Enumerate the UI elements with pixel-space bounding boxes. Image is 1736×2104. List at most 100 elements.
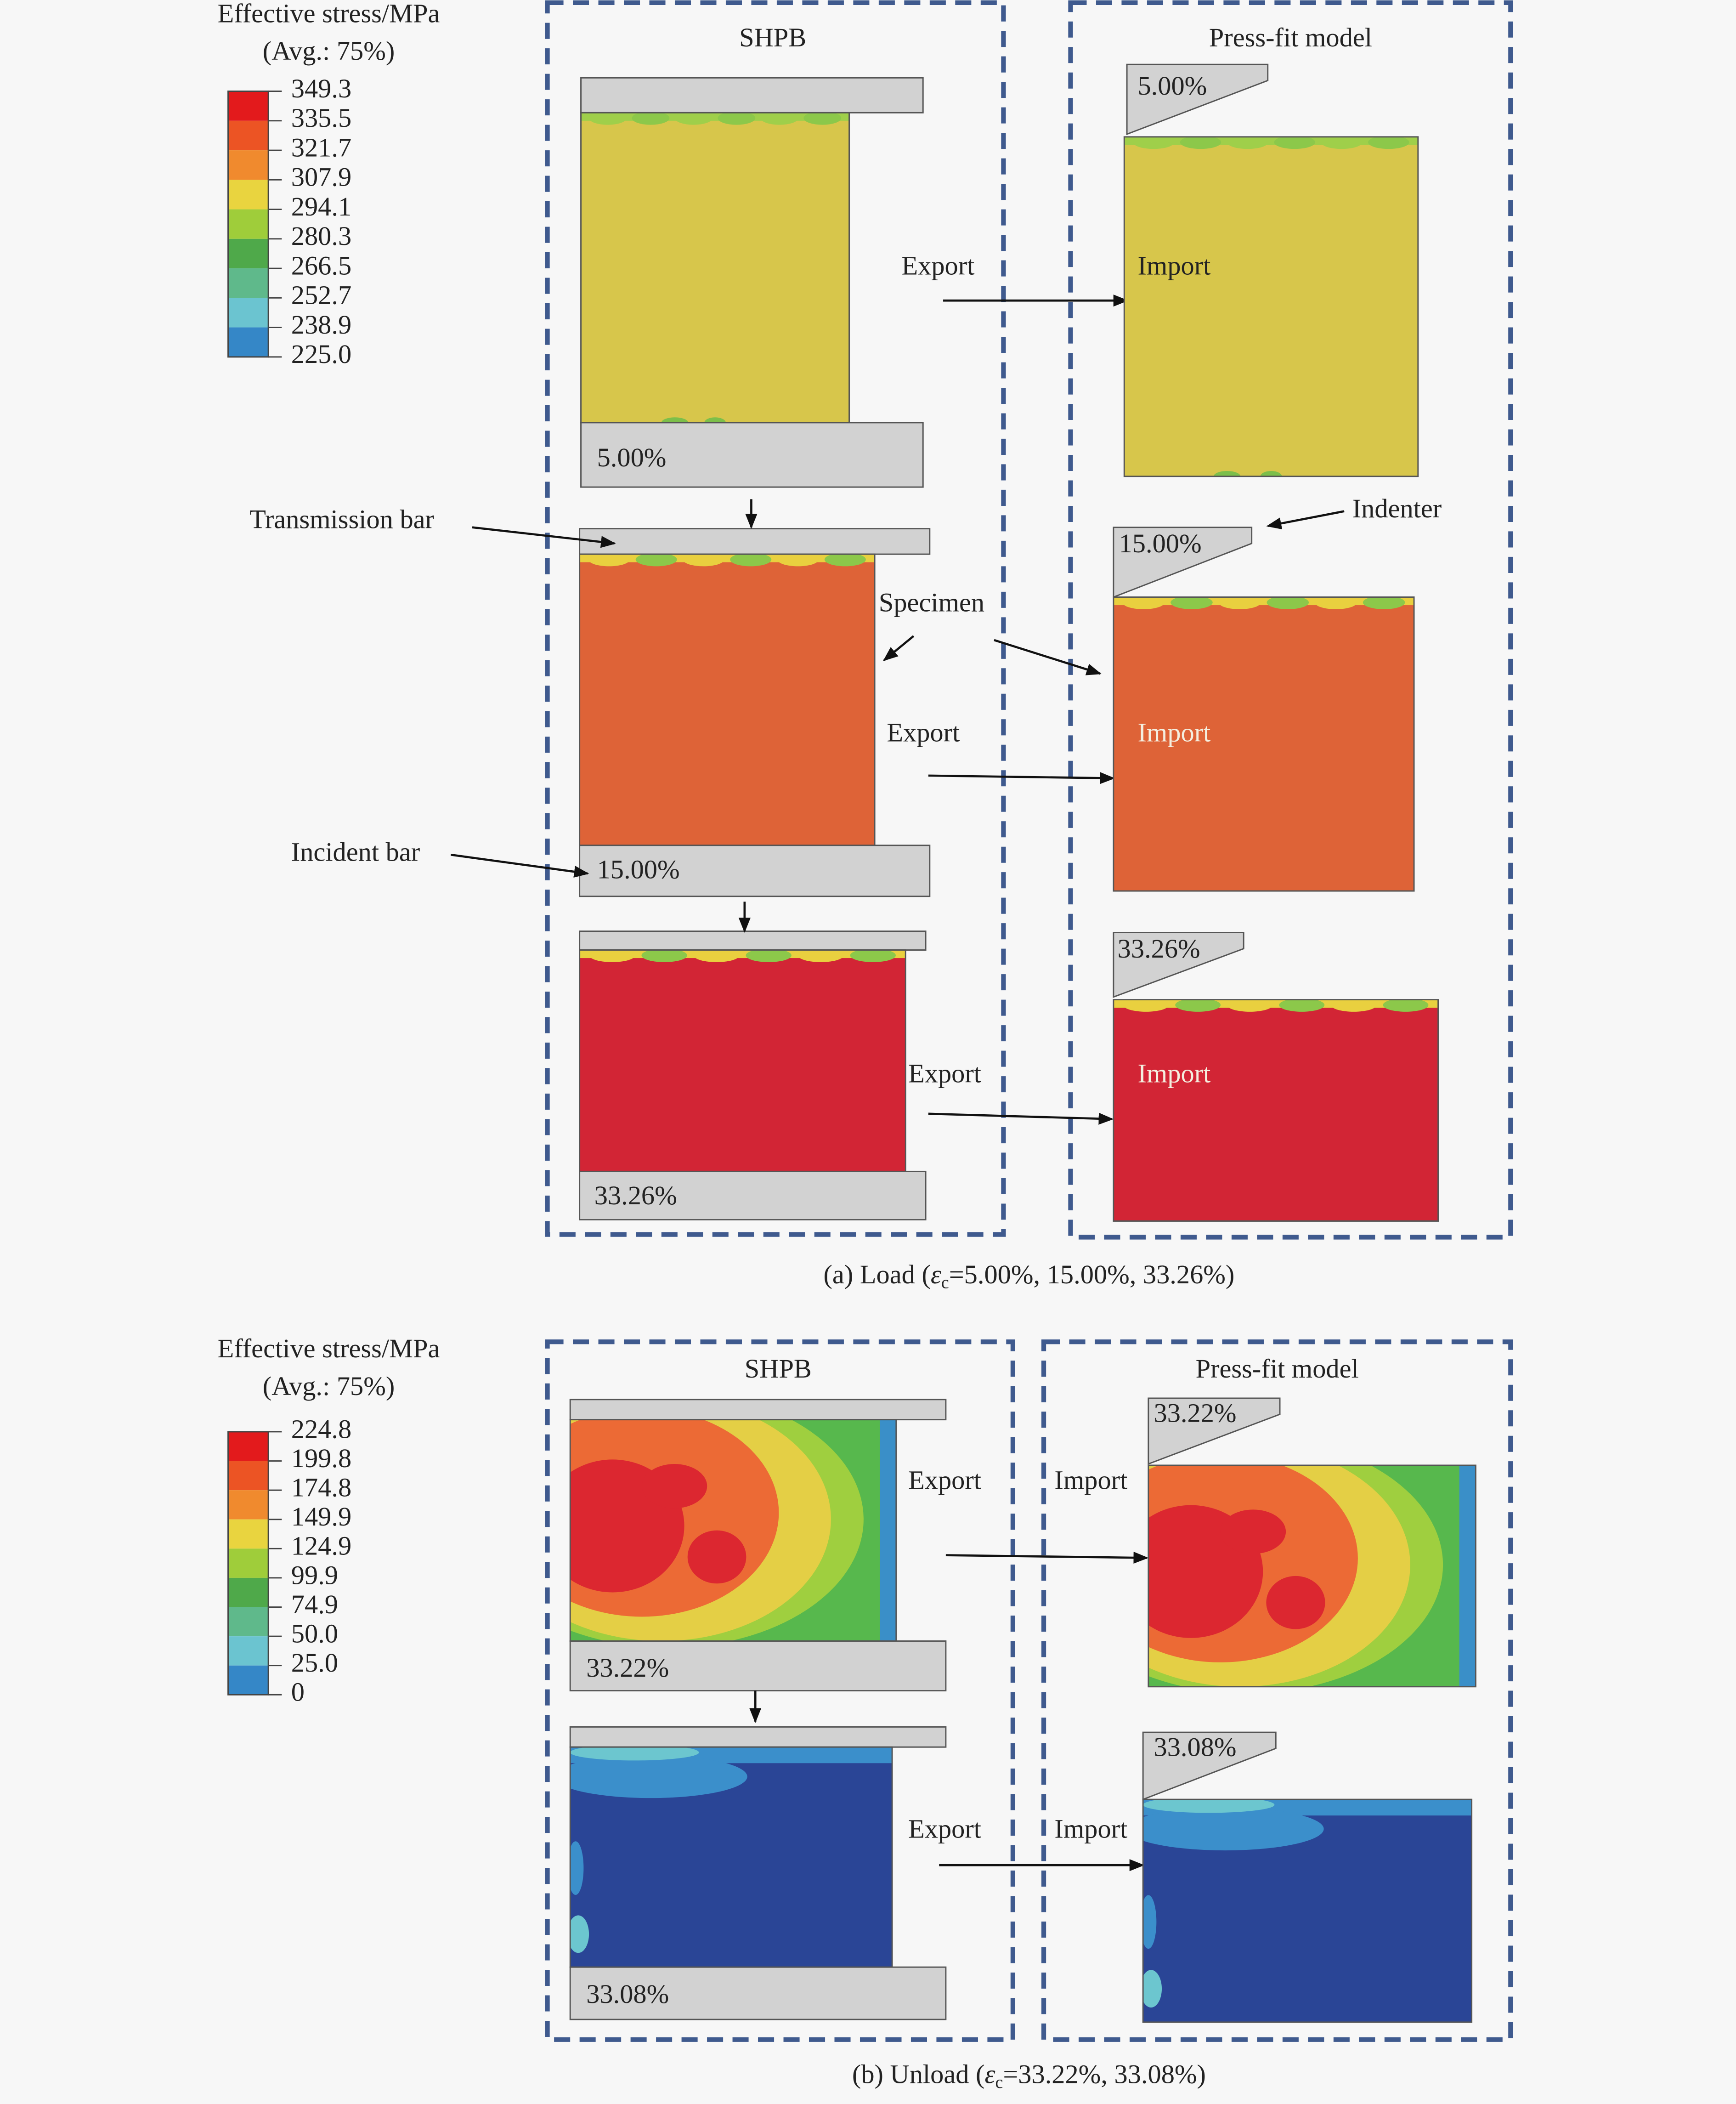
arrow — [883, 635, 915, 661]
stress-region — [1171, 597, 1213, 609]
arrow — [472, 526, 616, 548]
legend-label: 321.7 — [291, 132, 351, 162]
legend-swatch — [228, 1577, 269, 1607]
stress-region — [1122, 597, 1165, 609]
legend-swatch — [228, 1519, 269, 1549]
arrow — [945, 1551, 1149, 1564]
legend-label: 74.9 — [291, 1589, 338, 1619]
legend-label: 0 — [291, 1677, 305, 1707]
stress-region — [1113, 597, 1414, 891]
specimen — [1113, 999, 1438, 1221]
loading-bar — [569, 1640, 947, 1692]
annotation: Specimen — [879, 587, 984, 617]
stress-region — [641, 950, 687, 962]
stress-region — [683, 554, 724, 567]
stress-region — [1368, 136, 1409, 149]
legend-title: Effective stress/MPa — [218, 1333, 440, 1363]
strain-label: 33.26% — [1118, 934, 1200, 964]
arrow — [1266, 510, 1345, 530]
indenter — [1142, 1731, 1277, 1801]
stress-region — [694, 950, 740, 962]
stress-region — [1180, 136, 1221, 149]
legend-swatch — [228, 91, 269, 121]
loading-bar — [580, 422, 924, 488]
stress-region — [589, 113, 627, 125]
legend-label: 25.0 — [291, 1648, 338, 1678]
caption: (b) Unload (εc=33.22%, 33.08%) — [852, 2059, 1206, 2092]
stress-region — [661, 417, 689, 423]
specimen-outline — [1113, 596, 1415, 892]
legend-swatch — [228, 1548, 269, 1578]
legend-swatch — [228, 150, 269, 180]
legend-label: 266.5 — [291, 250, 351, 280]
legend-swatch — [228, 1431, 269, 1461]
legend-swatch — [228, 1665, 269, 1695]
stress-region — [588, 554, 630, 567]
stress-region — [570, 1747, 699, 1761]
legend-label: 50.0 — [291, 1619, 338, 1649]
dashed-frame — [545, 1339, 1016, 2042]
loading-bar — [580, 77, 924, 113]
stress-region — [570, 1841, 584, 1895]
stress-region — [1113, 999, 1438, 1221]
caption-text: (a) Load ( — [823, 1260, 930, 1290]
legend-title: Effective stress/MPa — [218, 0, 440, 28]
stress-region — [642, 1464, 707, 1509]
stress-region — [1279, 999, 1325, 1012]
stress-region — [1274, 136, 1315, 149]
stress-region — [687, 1530, 746, 1584]
panel-title: SHPB — [745, 1354, 812, 1384]
stress-region — [746, 950, 792, 962]
indenter — [1113, 932, 1244, 998]
specimen — [1124, 136, 1418, 476]
specimen-outline — [1123, 136, 1419, 477]
annotation: Incident bar — [291, 837, 420, 867]
annotation: Indenter — [1352, 493, 1442, 523]
specimen — [1113, 597, 1414, 891]
stress-region — [777, 554, 819, 567]
stress-region — [798, 950, 844, 962]
import-label: Import — [1137, 1058, 1210, 1088]
stress-region — [1321, 136, 1363, 149]
stress-region — [1220, 1509, 1286, 1554]
specimen — [1148, 1465, 1476, 1687]
strain-label: 5.00% — [1137, 71, 1207, 101]
stress-region — [1143, 1807, 1324, 1851]
stress-region — [579, 950, 906, 1172]
panel-title: Press-fit model — [1209, 23, 1372, 52]
caption-text: (b) Unload ( — [852, 2059, 985, 2089]
strain-label: 15.00% — [597, 855, 680, 885]
export-label: Export — [902, 250, 975, 280]
legend-subtitle: (Avg.: 75%) — [263, 36, 395, 66]
stress-region — [1124, 136, 1418, 476]
loading-bar — [579, 930, 927, 951]
stress-region — [581, 113, 849, 423]
legend-label: 294.1 — [291, 192, 351, 221]
legend-label: 335.5 — [291, 103, 351, 133]
stress-region — [1143, 1970, 1162, 2008]
stress-region — [824, 554, 866, 567]
caption-subscript: c — [941, 1273, 949, 1292]
specimen — [570, 1747, 893, 1968]
import-label: Import — [1137, 250, 1210, 280]
stress-region — [850, 950, 896, 962]
legend-swatch — [228, 238, 269, 269]
caption-symbol: ε — [985, 2059, 995, 2089]
loading-bar — [569, 1726, 947, 1748]
legend-label: 199.8 — [291, 1443, 351, 1473]
loading-bar — [579, 528, 931, 555]
stress-region — [1331, 999, 1377, 1012]
indenter — [1148, 1397, 1281, 1465]
caption-text: =33.22%, 33.08%) — [1003, 2059, 1206, 2089]
legend-label: 99.9 — [291, 1560, 338, 1590]
legend-swatch — [228, 1607, 269, 1637]
legend-swatch — [228, 1461, 269, 1491]
legend-swatch — [228, 1490, 269, 1520]
strain-label: 33.22% — [586, 1653, 669, 1683]
legend-swatch — [228, 298, 269, 328]
arrow — [450, 853, 589, 878]
legend-subtitle: (Avg.: 75%) — [263, 1371, 395, 1401]
stress-region — [803, 113, 842, 125]
